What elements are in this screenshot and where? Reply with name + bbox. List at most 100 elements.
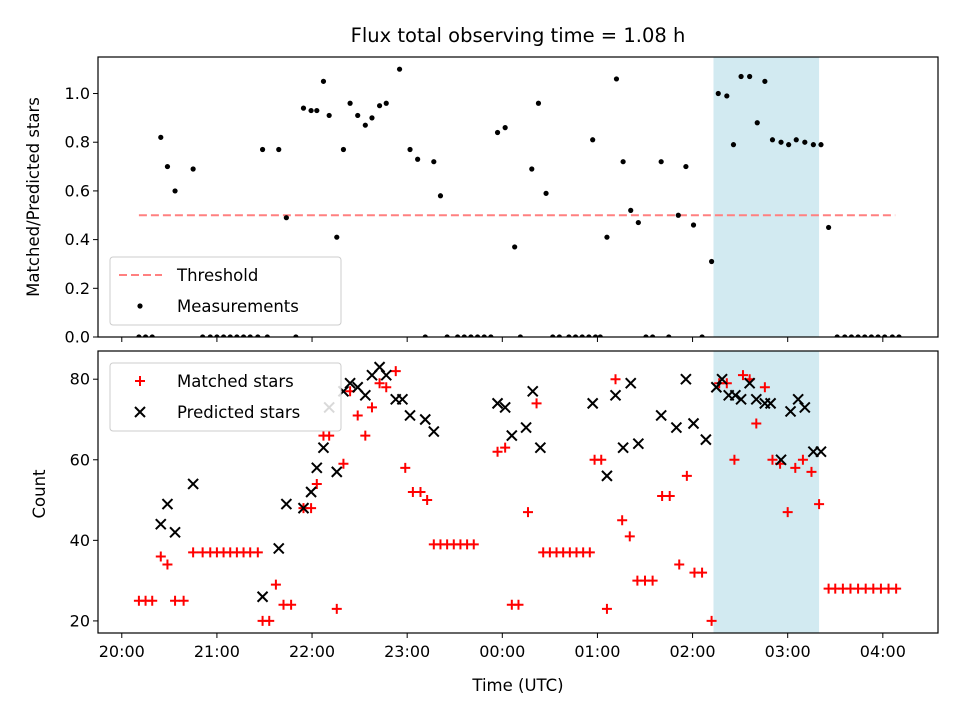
measurement-point <box>699 334 705 337</box>
predicted-star-point <box>380 369 392 381</box>
predicted-star-point <box>680 373 692 385</box>
predicted-star-point <box>359 389 372 402</box>
predicted-star-point <box>280 498 293 510</box>
measurement-point <box>724 93 730 99</box>
measurement-point <box>283 215 289 221</box>
matched-star-point <box>381 382 392 393</box>
measurement-point <box>300 105 307 111</box>
measurement-point <box>320 78 327 84</box>
predicted-star-point <box>700 433 712 446</box>
measurement-point <box>550 334 556 337</box>
top-y-axis-label: Matched/Predicted stars <box>24 97 43 297</box>
y-tick-label: 80 <box>70 370 90 389</box>
measurement-point <box>214 334 220 337</box>
measurement-point <box>566 334 572 337</box>
legend: Threshold Measurements <box>109 256 342 326</box>
matched-star-point <box>596 454 607 465</box>
legend-predicted-swatch <box>134 406 146 418</box>
matched-star-point <box>188 547 199 558</box>
measurement-point <box>862 334 868 337</box>
predicted-star-point <box>670 421 683 434</box>
measurement-point <box>802 139 808 145</box>
measurement-point <box>842 334 848 337</box>
matched-star-point <box>352 410 363 421</box>
matched-star-point <box>331 603 342 614</box>
predicted-star-point <box>617 441 629 454</box>
measurement-point <box>200 334 206 337</box>
matched-star-point <box>797 454 808 465</box>
y-tick-label: 0.4 <box>65 230 90 249</box>
matched-star-point <box>390 366 401 377</box>
y-tick-label: 60 <box>70 450 90 469</box>
matched-star-point <box>324 430 335 441</box>
predicted-star-point <box>534 441 547 454</box>
measurement-point <box>810 142 816 148</box>
predicted-star-point <box>404 409 416 422</box>
measurement-point <box>369 115 375 121</box>
predicted-star-point <box>743 377 756 389</box>
predicted-star-point <box>344 377 356 389</box>
measurement-point <box>738 73 744 80</box>
measurement-point <box>240 334 247 337</box>
measurement-point <box>675 212 681 218</box>
x-tick-label: 00:00 <box>479 642 525 661</box>
y-tick-label: 0.2 <box>65 279 90 298</box>
measurement-point <box>658 159 664 165</box>
predicted-star-point <box>169 526 181 538</box>
predicted-star-point <box>687 417 700 430</box>
matched-star-point <box>522 507 533 518</box>
matched-star-point <box>664 491 675 502</box>
measurement-point <box>613 76 620 82</box>
measurement-point <box>512 244 518 250</box>
legend-label: Predicted stars <box>177 403 300 422</box>
measurement-point <box>437 193 444 199</box>
measurement-point <box>754 120 760 126</box>
matched-star-point <box>306 503 317 514</box>
measurement-point <box>431 159 437 165</box>
measurement-point <box>158 134 164 140</box>
measurement-point <box>247 334 253 337</box>
matched-star-point <box>790 462 801 473</box>
measurement-point <box>769 137 776 143</box>
measurement-point <box>149 334 155 337</box>
predicted-star-point <box>311 462 323 474</box>
predicted-star-point <box>527 385 539 397</box>
measurement-point <box>142 334 149 337</box>
y-tick-label: 1.0 <box>65 84 90 103</box>
measurement-point <box>635 219 641 226</box>
measurement-point <box>868 334 875 337</box>
x-axis-label: Time (UTC) <box>471 676 563 695</box>
measurement-point <box>407 146 413 153</box>
measurement-point <box>234 334 240 337</box>
measurement-point <box>708 258 715 265</box>
bottom-y-axis-label: Count <box>30 469 49 519</box>
legend-box <box>109 256 342 326</box>
measurement-point <box>355 112 361 119</box>
x-tick-label: 22:00 <box>289 642 335 661</box>
matched-star-point <box>891 583 902 594</box>
predicted-star-point <box>520 421 532 434</box>
measurement-point <box>502 125 508 131</box>
measurement-point <box>255 334 261 337</box>
predicted-star-point <box>764 397 777 410</box>
predicted-star-point <box>419 413 431 426</box>
matched-star-point <box>366 402 377 413</box>
measurement-point <box>444 334 450 337</box>
predicted-star-point <box>305 486 317 498</box>
matched-star-point <box>374 378 385 389</box>
matched-star-point <box>647 575 658 586</box>
measurement-point <box>362 122 368 128</box>
measurement-point <box>383 100 389 106</box>
measurement-point <box>762 78 768 84</box>
measurement-point <box>604 234 610 240</box>
matched-star-point <box>729 454 740 465</box>
measurement-point <box>834 334 840 337</box>
measurement-point <box>855 334 861 337</box>
predicted-star-point <box>799 401 811 414</box>
predicted-star-point <box>396 393 409 406</box>
measurement-point <box>517 334 523 337</box>
measurement-point <box>778 139 784 145</box>
highlight-span <box>713 57 820 337</box>
measurement-point <box>415 156 421 162</box>
